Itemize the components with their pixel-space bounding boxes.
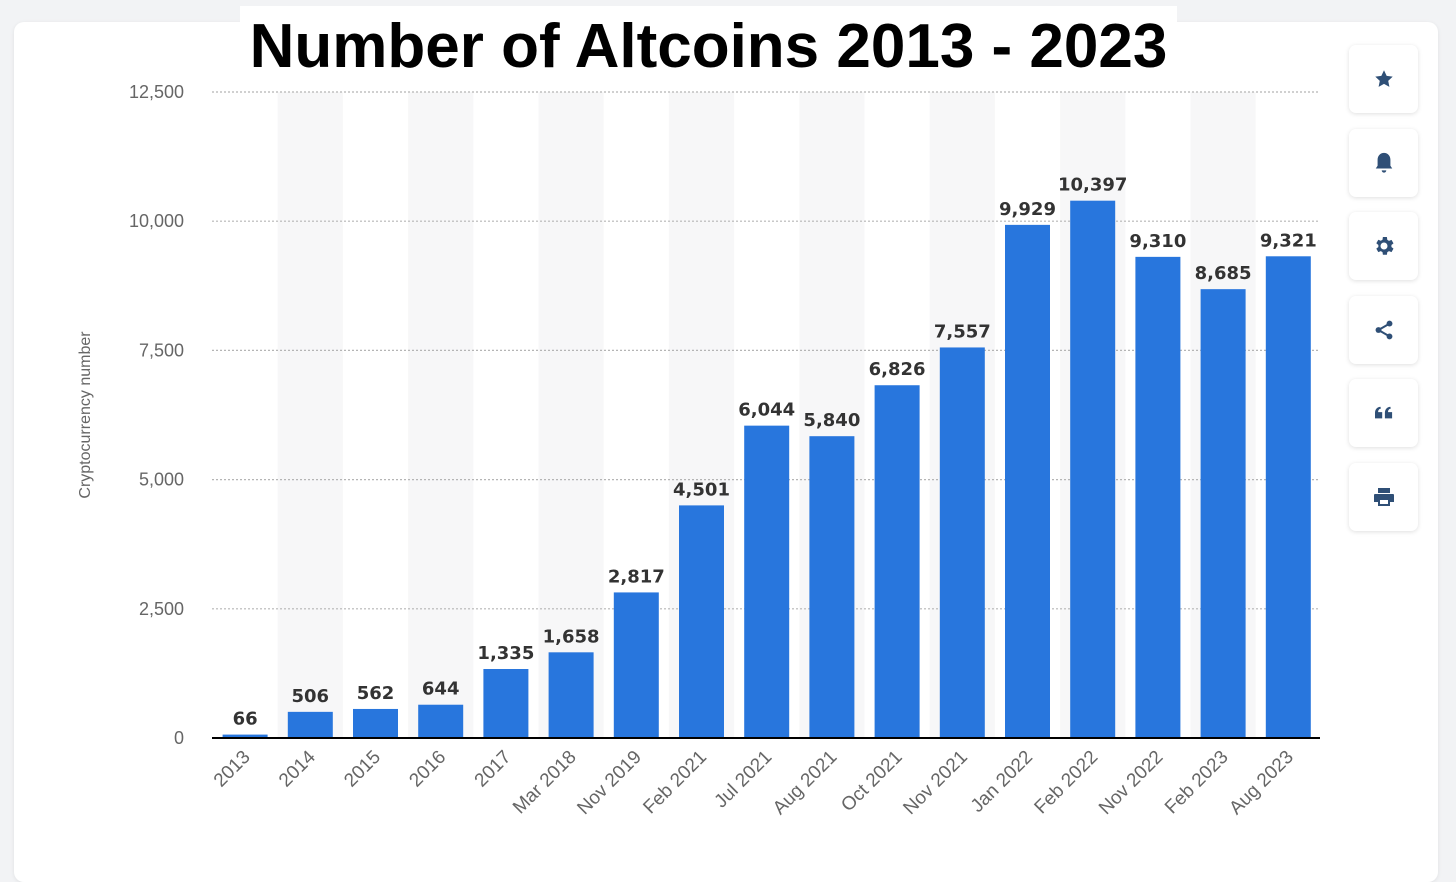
cite-button[interactable] (1349, 379, 1418, 447)
notification-button[interactable] (1349, 128, 1418, 197)
bar (483, 669, 529, 738)
bar (287, 711, 333, 738)
value-label: 10,397 (1058, 175, 1127, 196)
chart-toolbar (1349, 45, 1418, 546)
y-tick-label: 5,000 (139, 470, 184, 490)
value-label: 1,335 (477, 643, 534, 664)
value-label: 2,817 (608, 566, 665, 587)
bars (222, 200, 1311, 739)
x-tick-label: Jan 2022 (967, 747, 1037, 817)
bar (939, 347, 985, 738)
bar (353, 708, 398, 738)
bar (1135, 256, 1181, 738)
bar (1265, 256, 1311, 738)
value-label: 644 (422, 679, 460, 700)
stripe (408, 92, 474, 738)
x-tick-label: Feb 2021 (639, 747, 711, 819)
x-tick-label: Feb 2022 (1031, 747, 1103, 819)
bar (418, 704, 464, 738)
bar (1070, 200, 1116, 738)
favorite-button[interactable] (1349, 45, 1418, 113)
print-icon (1372, 485, 1396, 509)
bar (548, 652, 594, 738)
value-label: 7,557 (934, 321, 991, 342)
y-tick-label: 0 (174, 728, 184, 748)
bar (613, 592, 659, 738)
bar (744, 425, 790, 738)
title-band (240, 6, 1177, 88)
x-tick-label: 2015 (340, 747, 385, 792)
value-label: 1,658 (543, 626, 600, 647)
x-tick-label: Jul 2021 (711, 747, 777, 813)
bar (1005, 224, 1050, 739)
value-label: 9,321 (1260, 230, 1317, 251)
x-tick-label: Nov 2021 (899, 747, 971, 819)
x-tick-label: Aug 2021 (769, 747, 841, 819)
chart-title: Number of Altcoins 2013 - 2023 (249, 12, 1168, 81)
gear-icon (1372, 234, 1396, 258)
y-tick-label: 7,500 (139, 340, 184, 360)
share-button[interactable] (1349, 295, 1418, 364)
y-tick-label: 10,000 (129, 211, 184, 231)
x-tick-label: Aug 2023 (1225, 747, 1297, 819)
value-label: 5,840 (803, 410, 860, 431)
x-tick-label: Nov 2022 (1095, 747, 1167, 819)
value-label: 506 (292, 686, 330, 707)
value-label: 6,826 (869, 359, 926, 380)
y-axis-title: Cryptocurrency number (77, 331, 94, 499)
bar (874, 385, 920, 738)
y-tick-labels: 0 2,500 5,000 7,500 10,000 12,500 (129, 82, 184, 748)
x-tick-label: Nov 2019 (573, 747, 645, 819)
bar (679, 505, 724, 738)
bell-icon (1373, 151, 1395, 175)
bar (809, 436, 855, 738)
stripe (538, 92, 604, 738)
value-label: 562 (357, 683, 395, 704)
x-tick-label: 2017 (471, 747, 516, 792)
x-tick-label: 2014 (275, 746, 320, 791)
value-label: 8,685 (1195, 263, 1252, 284)
x-tick-label: 2016 (405, 747, 450, 792)
star-icon (1373, 68, 1395, 90)
x-tick-label: Mar 2018 (509, 747, 581, 819)
x-tick-label: Oct 2021 (837, 747, 906, 816)
quote-icon (1373, 404, 1395, 422)
settings-button[interactable] (1349, 212, 1418, 280)
stripe (277, 92, 343, 738)
value-label: 4,501 (673, 479, 730, 500)
value-label: 9,929 (999, 199, 1056, 220)
y-tick-label: 12,500 (129, 82, 184, 102)
x-tick-label: 2013 (210, 747, 255, 792)
value-label: 66 (233, 709, 258, 730)
print-button[interactable] (1349, 462, 1418, 531)
bar (222, 734, 268, 738)
value-labels: 66 506 562 644 1,335 1,658 2,817 4,501 6,044 5,84… (233, 175, 1317, 730)
value-label: 6,044 (738, 400, 795, 421)
x-tick-label: Feb 2023 (1161, 747, 1233, 819)
bar (1200, 289, 1246, 738)
value-label: 9,310 (1129, 231, 1186, 252)
share-icon (1373, 319, 1395, 341)
y-tick-label: 2,500 (139, 599, 184, 619)
